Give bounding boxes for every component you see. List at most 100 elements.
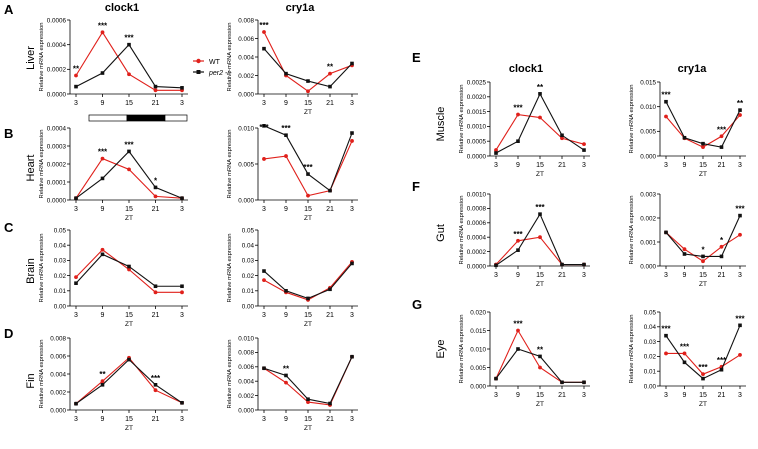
liver-cry1a-xtick-label: 21 xyxy=(326,100,334,107)
gut-clock1-wt-point xyxy=(516,238,520,243)
legend: WT per2 -/- xyxy=(193,58,232,77)
heart-clock1-per2-point xyxy=(180,196,184,200)
fin-clock1-xlabel: ZT xyxy=(125,425,133,432)
brain-clock1-chart: 0.00 0.01 0.02 0.03 0.04 0.05 3 9 15 21 3 ZT Relativ… xyxy=(39,227,188,328)
eye-cry1a-significance-stars: *** xyxy=(717,356,727,365)
eye-cry1a-significance-stars: *** xyxy=(661,325,671,334)
muscle-cry1a-ytick-label: 0.005 xyxy=(640,129,656,136)
muscle-cry1a-ytick-label: 0.015 xyxy=(640,79,656,86)
heart-clock1-ylabel: Relative mRNA expression xyxy=(39,130,45,199)
gut-cry1a-per2-point xyxy=(701,254,705,259)
eye-cry1a-ytick-label: 0.02 xyxy=(644,354,657,361)
fin-cry1a-ytick-label: 0.002 xyxy=(238,393,254,400)
gut-cry1a-wt-point xyxy=(682,247,687,252)
eye-cry1a-xlabel: ZT xyxy=(699,401,707,408)
liver-cry1a-ytick-label: 0.000 xyxy=(238,91,254,98)
gut-cry1a-per2-point xyxy=(682,252,687,256)
muscle-clock1-significance-stars: ** xyxy=(537,83,544,92)
fin-cry1a-xtick-label: 9 xyxy=(284,416,288,423)
eye-cry1a-per2-point xyxy=(701,376,705,381)
fin-cry1a-ylabel: Relative mRNA expression xyxy=(227,340,233,409)
fin-cry1a-ytick-label: 0.008 xyxy=(238,350,254,357)
gut-clock1-ytick-label: 0.0006 xyxy=(467,220,487,227)
gut-cry1a-xtick-label: 3 xyxy=(664,272,668,279)
fin-cry1a-xtick-label: 3 xyxy=(262,416,266,423)
liver-clock1-significance-stars: *** xyxy=(98,21,108,30)
muscle-cry1a-wt-point xyxy=(719,134,724,139)
heart-cry1a-chart: 0.000 0.005 0.010 3 9 15 21 3 ZT Relative mRNA ex… xyxy=(227,123,358,222)
muscle-cry1a-per2-point xyxy=(701,141,705,146)
panel-letter-f: F xyxy=(412,179,420,194)
gut-cry1a-ytick-label: 0.001 xyxy=(640,239,656,246)
header-left-cry1a: cry1a xyxy=(286,2,316,14)
heart-cry1a-xtick-label: 15 xyxy=(304,206,312,213)
brain-cry1a-per2-point xyxy=(328,287,332,292)
brain-cry1a-xtick-label: 15 xyxy=(304,312,312,319)
liver-clock1-xtick-label: 3 xyxy=(74,100,78,107)
heart-clock1-wt-point xyxy=(127,167,131,172)
gut-clock1-xtick-label: 15 xyxy=(536,272,544,279)
muscle-cry1a-wt-point xyxy=(701,145,705,150)
fin-clock1-ytick-label: 0.008 xyxy=(50,335,66,342)
liver-cry1a-chart: 0.000 0.002 0.004 0.006 0.008 3 9 15 21 3 ZT Relati… xyxy=(227,17,358,116)
eye-cry1a-per2-point xyxy=(682,360,687,365)
liver-cry1a-per2-point xyxy=(328,84,332,89)
fin-cry1a-xtick-label: 15 xyxy=(304,416,312,423)
muscle-cry1a-xtick-label: 9 xyxy=(683,162,687,169)
gut-cry1a-significance-stars: * xyxy=(720,236,724,245)
eye-clock1-per2-point xyxy=(560,380,564,385)
fin-clock1-xtick-label: 3 xyxy=(74,416,78,423)
muscle-cry1a-significance-stars: ** xyxy=(737,99,744,108)
heart-cry1a-per2-point xyxy=(262,124,266,128)
muscle-cry1a-chart: 0.000 0.005 0.010 0.015 3 9 15 21 3 ZT Relative mR… xyxy=(629,79,746,178)
gut-clock1-per2-point xyxy=(494,263,498,268)
heart-cry1a-xtick-label: 3 xyxy=(262,206,266,213)
heart-cry1a-ytick-label: 0.000 xyxy=(238,197,254,204)
brain-clock1-xtick-label: 3 xyxy=(74,312,78,319)
gut-cry1a-xtick-label: 21 xyxy=(718,272,726,279)
brain-clock1-ytick-label: 0.02 xyxy=(54,273,67,280)
fin-cry1a-xtick-label: 3 xyxy=(350,416,354,423)
eye-clock1-significance-stars: *** xyxy=(513,320,523,329)
heart-clock1-wt-point xyxy=(153,194,158,199)
gut-clock1-ytick-label: 0.0002 xyxy=(467,249,487,256)
muscle-clock1-wt-point xyxy=(516,112,520,117)
tissue-label-brain: Brain xyxy=(25,258,37,284)
fin-cry1a-chart: 0.000 0.002 0.004 0.006 0.008 0.010 3 9 15 21 3 ZT R… xyxy=(227,335,358,432)
liver-cry1a-per2-point xyxy=(306,79,310,83)
muscle-clock1-ytick-label: 0.0020 xyxy=(467,94,487,101)
muscle-cry1a-significance-stars: *** xyxy=(661,91,671,100)
gut-clock1-series-per2-line xyxy=(495,212,584,266)
eye-cry1a-ytick-label: 0.01 xyxy=(644,369,657,376)
brain-clock1-per2-point xyxy=(127,264,131,269)
panel-letter-e: E xyxy=(412,50,421,65)
muscle-clock1-chart: 0.0000 0.0005 0.0010 0.0015 0.0020 0.0025 3 9 15… xyxy=(459,79,590,178)
heart-cry1a-per2-point xyxy=(350,131,354,135)
panel-letter-a: A xyxy=(4,2,14,17)
heart-cry1a-per2-point xyxy=(328,188,332,193)
muscle-clock1-ytick-label: 0.0025 xyxy=(467,79,487,86)
eye-clock1-wt-point xyxy=(516,328,520,333)
liver-cry1a-ytick-label: 0.006 xyxy=(238,36,254,43)
brain-cry1a-wt-point xyxy=(262,278,266,283)
muscle-clock1-xtick-label: 15 xyxy=(536,162,544,169)
heart-cry1a-ytick-label: 0.005 xyxy=(238,161,254,168)
eye-cry1a-ylabel: Relative mRNA expression xyxy=(629,315,635,384)
muscle-clock1-per2-point xyxy=(538,92,542,96)
liver-clock1-significance-stars: ** xyxy=(73,65,80,74)
brain-clock1-ylabel: Relative mRNA expression xyxy=(39,234,45,303)
brain-cry1a-chart: 0.00 0.01 0.02 0.03 0.04 0.05 3 9 15 21 3 ZT Relativ… xyxy=(227,227,358,328)
muscle-cry1a-series-per2-line xyxy=(665,101,741,148)
brain-cry1a-ytick-label: 0.00 xyxy=(242,303,255,310)
brain-cry1a-xtick-label: 9 xyxy=(284,312,288,319)
eye-clock1-xtick-label: 3 xyxy=(494,392,498,399)
muscle-clock1-significance-stars: *** xyxy=(513,104,523,113)
eye-clock1-significance-stars: ** xyxy=(537,345,544,354)
heart-clock1-ytick-label: 0.0004 xyxy=(47,125,67,132)
gut-clock1-ytick-label: 0.0008 xyxy=(467,206,487,213)
eye-clock1-per2-point xyxy=(516,347,520,351)
fin-cry1a-series-per2-line xyxy=(263,356,353,405)
zt-bar-dark xyxy=(126,114,166,122)
heart-clock1-xtick-label: 3 xyxy=(180,206,184,213)
brain-cry1a-per2-point xyxy=(262,269,266,273)
